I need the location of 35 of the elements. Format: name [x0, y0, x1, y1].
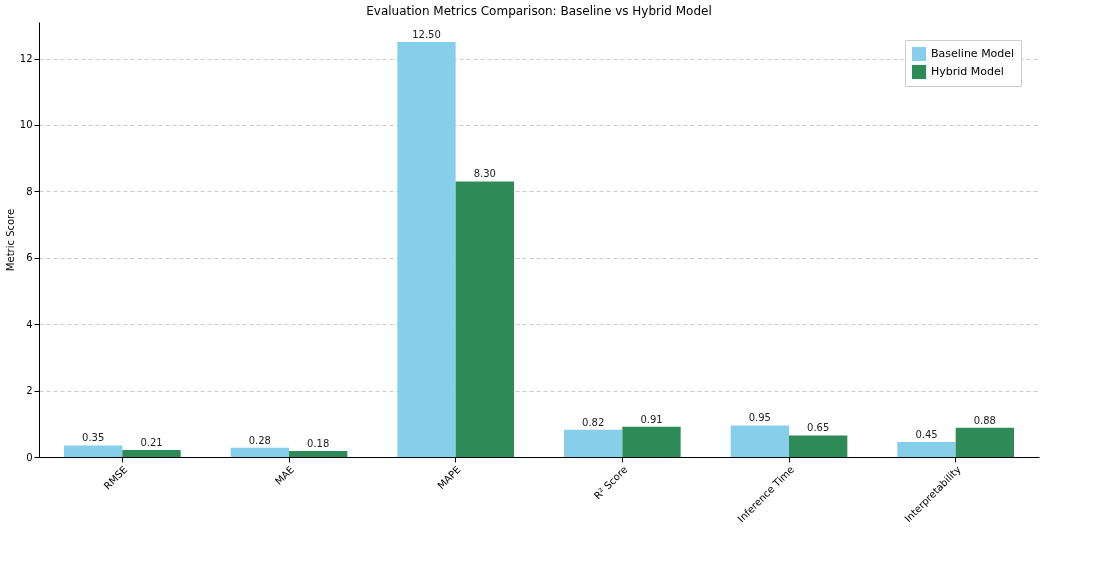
y-tick-label: 2 — [26, 385, 33, 397]
y-tick-label: 10 — [19, 119, 33, 131]
bar — [897, 442, 956, 457]
chart-title: Evaluation Metrics Comparison: Baseline vs Hybrid Model — [366, 4, 712, 18]
y-tick-label: 8 — [26, 185, 33, 197]
data-label: 8.30 — [473, 168, 496, 180]
bar — [397, 41, 456, 457]
y-tick-label: 4 — [26, 318, 33, 330]
data-label: 0.88 — [973, 414, 996, 426]
y-tick-label: 6 — [26, 252, 33, 264]
bar — [730, 425, 789, 457]
data-label: 0.21 — [140, 437, 163, 449]
legend-label: Baseline Model — [931, 47, 1015, 60]
y-axis-title: Metric Score — [4, 208, 16, 272]
data-label: 0.45 — [915, 429, 938, 441]
data-label: 0.82 — [582, 416, 605, 428]
data-label: 0.95 — [748, 412, 771, 424]
bar — [64, 445, 123, 457]
bar — [289, 451, 348, 457]
data-label: 0.91 — [640, 413, 663, 425]
data-label: 0.28 — [248, 434, 271, 446]
bar — [955, 427, 1014, 457]
legend-label: Hybrid Model — [931, 65, 1004, 78]
y-tick-label: 0 — [26, 451, 33, 463]
bar — [122, 450, 181, 457]
data-label: 0.35 — [82, 432, 105, 444]
bar — [622, 426, 681, 457]
bar — [564, 429, 623, 457]
bar — [789, 435, 848, 457]
bar — [230, 447, 289, 457]
bar — [455, 181, 514, 457]
data-label: 12.50 — [412, 28, 441, 40]
y-tick-label: 12 — [19, 53, 33, 65]
data-label: 0.18 — [307, 438, 330, 450]
data-label: 0.65 — [807, 422, 830, 434]
